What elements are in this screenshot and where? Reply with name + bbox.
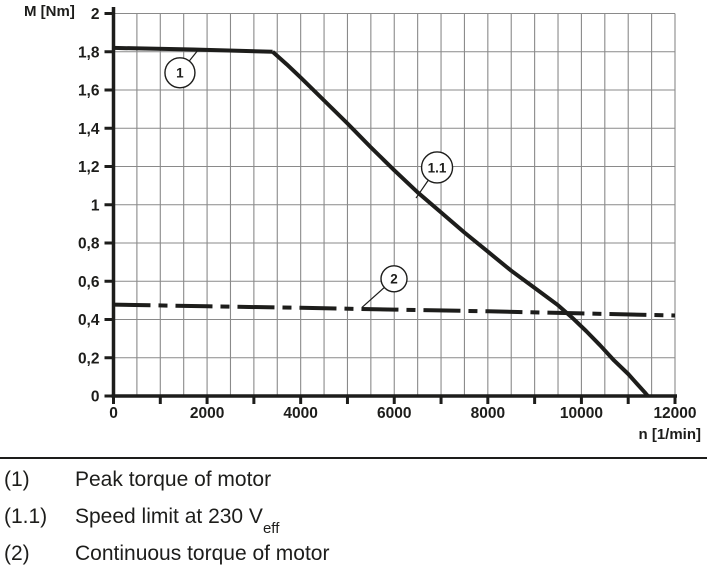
x-tick-label: 10000 xyxy=(560,405,603,422)
y-axis-label: M [Nm] xyxy=(24,3,75,20)
curve-1 xyxy=(113,45,273,54)
x-tick-label: 2000 xyxy=(190,405,224,422)
callout-circle-2 xyxy=(380,265,408,293)
legend-key: (1) xyxy=(4,468,30,491)
legend-text: Speed limit at 230 Veff xyxy=(75,505,280,538)
legend-text: Peak torque of motor xyxy=(75,468,272,491)
callout-leader-line xyxy=(415,179,429,199)
curve-2 xyxy=(113,302,676,318)
x-tick-label: 8000 xyxy=(471,405,505,422)
chart-legend: (1) Peak torque of motor (1.1) Speed lim… xyxy=(4,461,704,565)
chart-plot-area: 2 1,8 1,6 1,4 1,2 1 0,8 0,6 0,4 0,2 00 2000 4000 6000… xyxy=(78,6,697,422)
x-tick-label: 0 xyxy=(109,405,118,422)
y-tick-label: 0,6 xyxy=(78,274,100,291)
legend-item-speed-limit: (1.1) Speed limit at 230 Veff xyxy=(4,498,704,538)
y-tick-label: 1,2 xyxy=(78,159,100,176)
callout-label-1-1: 1.1 xyxy=(428,160,447,175)
y-tick-label: 0,4 xyxy=(78,312,100,329)
legend-item-peak-torque: (1) Peak torque of motor xyxy=(4,461,704,498)
y-tick-label: 1,8 xyxy=(78,44,100,61)
legend-text: Continuous torque of motor xyxy=(75,542,330,565)
callout-circle-1 xyxy=(164,57,196,89)
y-tick-label: 0,8 xyxy=(78,236,100,253)
callout-leader-line xyxy=(361,286,385,308)
y-tick-label: 0 xyxy=(91,389,100,406)
callout-label-2: 2 xyxy=(390,272,398,287)
y-tick-label: 1 xyxy=(91,197,100,214)
y-tick-label: 2 xyxy=(91,6,100,23)
legend-subscript: eff xyxy=(262,520,280,538)
y-tick-label: 1,6 xyxy=(78,83,100,100)
x-axis-label: n [1/min] xyxy=(638,426,702,443)
legend-item-continuous-torque: (2) Continuous torque of motor xyxy=(4,535,704,565)
y-tick-label: 0,2 xyxy=(78,350,100,367)
callout-label-1: 1 xyxy=(176,66,184,81)
legend-key: (1.1) xyxy=(4,505,48,528)
x-tick-label: 6000 xyxy=(377,405,411,422)
callout-leader-line xyxy=(188,49,199,62)
callout-circle-1-1 xyxy=(420,151,454,184)
legend-key: (2) xyxy=(4,542,30,565)
x-tick-label: 4000 xyxy=(283,405,317,422)
curve-1-1 xyxy=(271,50,650,398)
x-tick-label: 12000 xyxy=(653,405,696,422)
legend-divider xyxy=(0,457,707,459)
y-tick-label: 1,4 xyxy=(78,121,100,138)
